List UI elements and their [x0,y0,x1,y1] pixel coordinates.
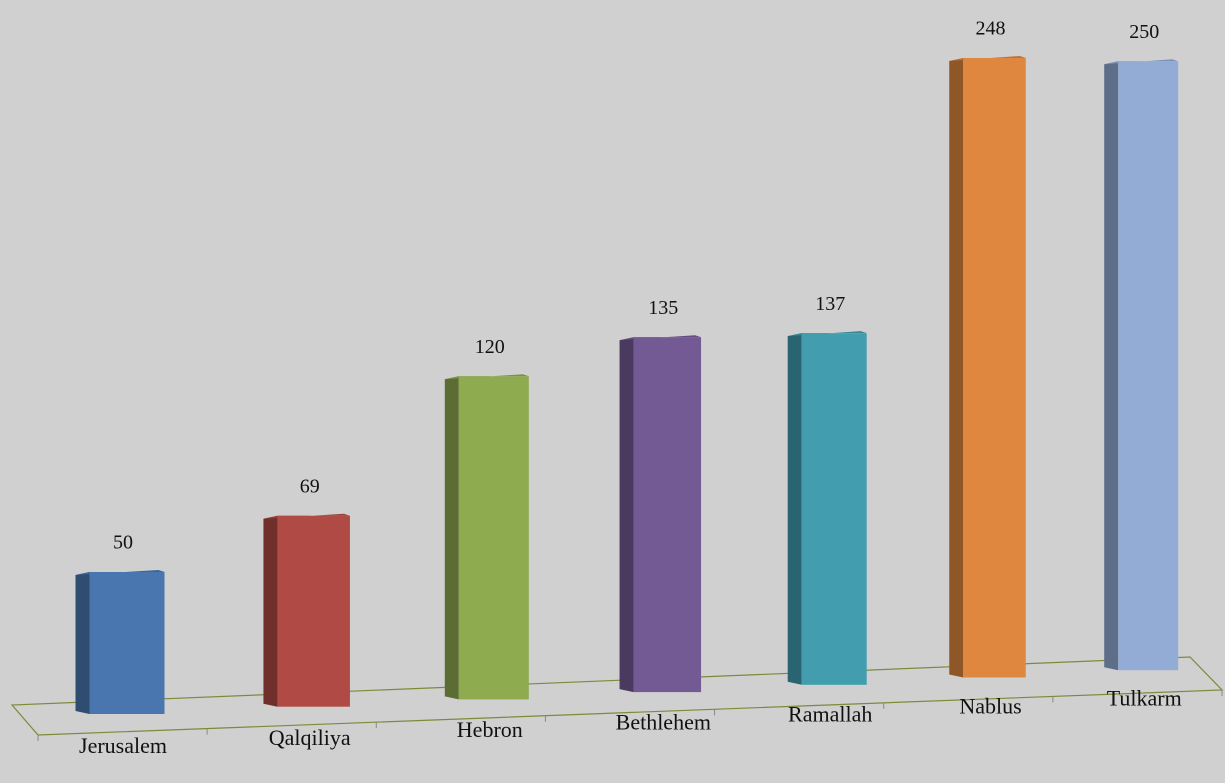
data-label: 137 [815,293,845,315]
x-tick-label: Tulkarm [1107,686,1182,711]
bar-side [444,376,459,700]
bar-side [75,572,90,714]
bar-top [75,570,165,575]
bar [963,57,1026,678]
x-tick-label: Jerusalem [79,733,167,758]
data-label: 50 [113,532,133,554]
bar-side [619,337,634,693]
x-tick-label: Bethlehem [616,709,711,734]
data-label: 248 [976,18,1006,40]
bar-top [444,374,529,380]
data-label: 120 [475,336,505,358]
bar-top [263,513,350,519]
bar [458,376,529,700]
bar-top [619,335,702,341]
x-tick-label: Nablus [959,694,1021,719]
x-tick-label: Hebron [457,717,523,742]
bar-side [787,333,802,685]
bar [89,572,165,714]
bar [1118,61,1179,671]
bar-top [1104,59,1179,65]
bar-side [263,515,278,707]
data-label: 69 [300,475,320,497]
bar [277,515,350,707]
bar-side [949,57,964,678]
bar [801,333,867,685]
x-tick-label: Ramallah [788,701,872,726]
data-label: 135 [648,297,678,319]
x-tick-label: Qalqiliya [269,725,351,750]
bar-top [949,55,1026,61]
data-label: 250 [1129,21,1159,43]
bar-top [787,331,867,337]
bar-side [1104,61,1119,671]
bar [633,337,702,693]
